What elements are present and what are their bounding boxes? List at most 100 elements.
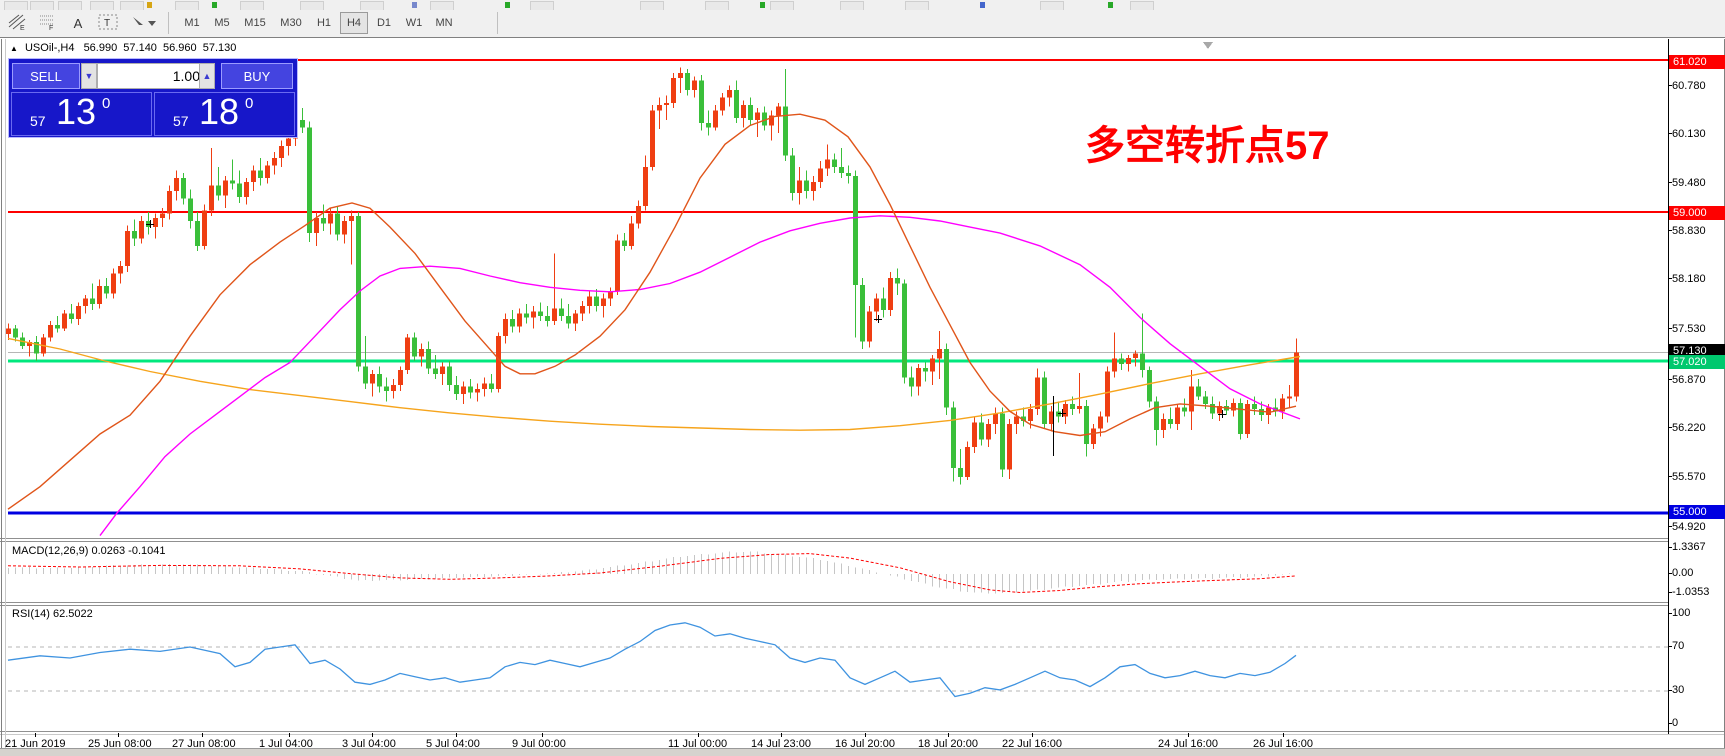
buy-button[interactable]: BUY	[221, 63, 293, 89]
price-axis-badge-59.000: 59.000	[1669, 206, 1725, 220]
timeframe-button-h4[interactable]: H4	[340, 12, 368, 34]
one-click-trading-panel: SELL ▼ ▲ BUY 57 13 0 57 18 0	[8, 58, 298, 138]
text-tool-icon[interactable]: A	[66, 12, 90, 34]
price-axis-label: 58.180	[1672, 273, 1706, 285]
toolbar-icon-fragment	[412, 2, 417, 8]
rsi-axis-label: 100	[1672, 607, 1691, 619]
price-axis-badge-55.000: 55.000	[1669, 505, 1725, 519]
time-tick	[456, 733, 457, 737]
price-axis-label: 58.830	[1672, 225, 1706, 237]
price-axis-label: 60.130	[1672, 128, 1706, 140]
price-tick	[1668, 526, 1672, 527]
volume-decrease-button[interactable]: ▼	[81, 63, 97, 89]
timeframe-button-d1[interactable]: D1	[370, 12, 398, 34]
svg-text:E: E	[20, 25, 25, 31]
rsi-axis-label: 0	[1672, 717, 1679, 729]
equidistant-channel-tool-icon[interactable]: E	[6, 12, 30, 34]
time-axis-label: 25 Jun 08:00	[88, 738, 152, 750]
timeframe-button-mn[interactable]: MN	[430, 12, 458, 34]
price-tick	[1668, 328, 1672, 329]
chart-surface[interactable]	[0, 38, 1725, 749]
macd-tick	[1668, 592, 1672, 593]
symbol-period: USOil-,H4	[24, 42, 75, 54]
time-tick	[1188, 733, 1189, 737]
price-axis-label: 55.570	[1672, 471, 1706, 483]
fibonacci-tool-icon[interactable]: F	[36, 12, 60, 34]
rsi-tick	[1668, 690, 1672, 691]
time-tick	[1283, 733, 1284, 737]
price-tick	[1668, 133, 1672, 134]
ohlc-high: 57.140	[123, 42, 157, 54]
svg-text:T: T	[104, 18, 110, 29]
toolbar-icon-fragment	[760, 2, 765, 8]
toolbar-icon-fragment	[212, 2, 217, 8]
ohlc-open: 56.990	[83, 42, 118, 54]
sell-price-sup: 0	[102, 95, 111, 112]
toolbar-main: E F A T M1 M5 M15 M30 H1 H4 D1 W1 MN	[0, 10, 1725, 38]
annotation-text: 多空转折点57	[1085, 124, 1330, 168]
timeframe-button-m30[interactable]: M30	[274, 12, 308, 34]
price-axis-badge-61.020: 61.020	[1669, 55, 1725, 69]
time-axis-label: 22 Jul 16:00	[1002, 738, 1062, 750]
sell-price-big: 13	[56, 91, 97, 132]
time-tick	[542, 733, 543, 737]
macd-tick	[1668, 573, 1672, 574]
toolbar-icon-fragment	[147, 2, 152, 8]
time-tick	[781, 733, 782, 737]
chart-window: ▲ USOil-,H4 56.990 57.140 56.960 57.130 …	[0, 37, 1725, 749]
chart-header: ▲ USOil-,H4 56.990 57.140 56.960 57.130	[10, 42, 236, 54]
time-axis-label: 3 Jul 04:00	[342, 738, 396, 750]
time-tick	[372, 733, 373, 737]
timeframe-button-h1[interactable]: H1	[310, 12, 338, 34]
macd-axis-label: -1.0353	[1672, 586, 1710, 598]
time-axis-label: 26 Jul 16:00	[1253, 738, 1313, 750]
time-tick	[289, 733, 290, 737]
price-tick	[1668, 85, 1672, 86]
buy-price-big: 18	[199, 91, 240, 132]
buy-price-sup: 0	[245, 95, 254, 112]
time-tick	[865, 733, 866, 737]
label-tool-icon[interactable]: T	[96, 12, 120, 34]
time-axis-label: 27 Jun 08:00	[172, 738, 236, 750]
volume-input[interactable]	[97, 63, 207, 89]
time-axis-label: 24 Jul 16:00	[1158, 738, 1218, 750]
toolbar-icon-fragment	[505, 2, 510, 8]
time-axis-label: 21 Jun 2019	[5, 738, 66, 750]
rsi-tick	[1668, 613, 1672, 614]
time-axis-label: 1 Jul 04:00	[259, 738, 313, 750]
toolbar-icon-fragment	[980, 2, 985, 8]
timeframe-button-m5[interactable]: M5	[208, 12, 236, 34]
price-tick	[1668, 230, 1672, 231]
arrows-tool-icon[interactable]	[128, 12, 160, 34]
ohlc-close: 57.130	[202, 42, 237, 54]
collapse-triangle-icon[interactable]: ▲	[10, 44, 18, 53]
price-axis-label: 56.870	[1672, 374, 1706, 386]
time-tick	[35, 733, 36, 737]
buy-price[interactable]: 57 18 0	[154, 91, 295, 136]
sell-button[interactable]: SELL	[12, 63, 80, 89]
time-axis-label: 5 Jul 04:00	[426, 738, 480, 750]
macd-label: MACD(12,26,9) 0.0263 -0.1041	[12, 545, 166, 557]
time-axis-label: 18 Jul 20:00	[918, 738, 978, 750]
time-tick	[202, 733, 203, 737]
time-axis-label: 14 Jul 23:00	[751, 738, 811, 750]
buy-price-small: 57	[173, 113, 189, 129]
macd-tick	[1668, 547, 1672, 548]
time-tick	[948, 733, 949, 737]
price-tick	[1668, 476, 1672, 477]
sell-price[interactable]: 57 13 0	[11, 91, 152, 136]
time-axis-label: 11 Jul 00:00	[668, 738, 728, 750]
timeframe-button-m15[interactable]: M15	[238, 12, 272, 34]
macd-axis-label: 0.00	[1672, 567, 1694, 579]
time-axis-label: 9 Jul 00:00	[512, 738, 566, 750]
time-tick	[698, 733, 699, 737]
price-axis-label: 60.780	[1672, 80, 1706, 92]
volume-increase-button[interactable]: ▲	[199, 63, 215, 89]
price-axis-label: 59.480	[1672, 177, 1706, 189]
timeframe-button-w1[interactable]: W1	[400, 12, 428, 34]
timeframe-button-m1[interactable]: M1	[178, 12, 206, 34]
time-tick	[118, 733, 119, 737]
price-axis-badge-57.020: 57.020	[1669, 355, 1725, 369]
price-tick	[1668, 427, 1672, 428]
rsi-tick	[1668, 646, 1672, 647]
